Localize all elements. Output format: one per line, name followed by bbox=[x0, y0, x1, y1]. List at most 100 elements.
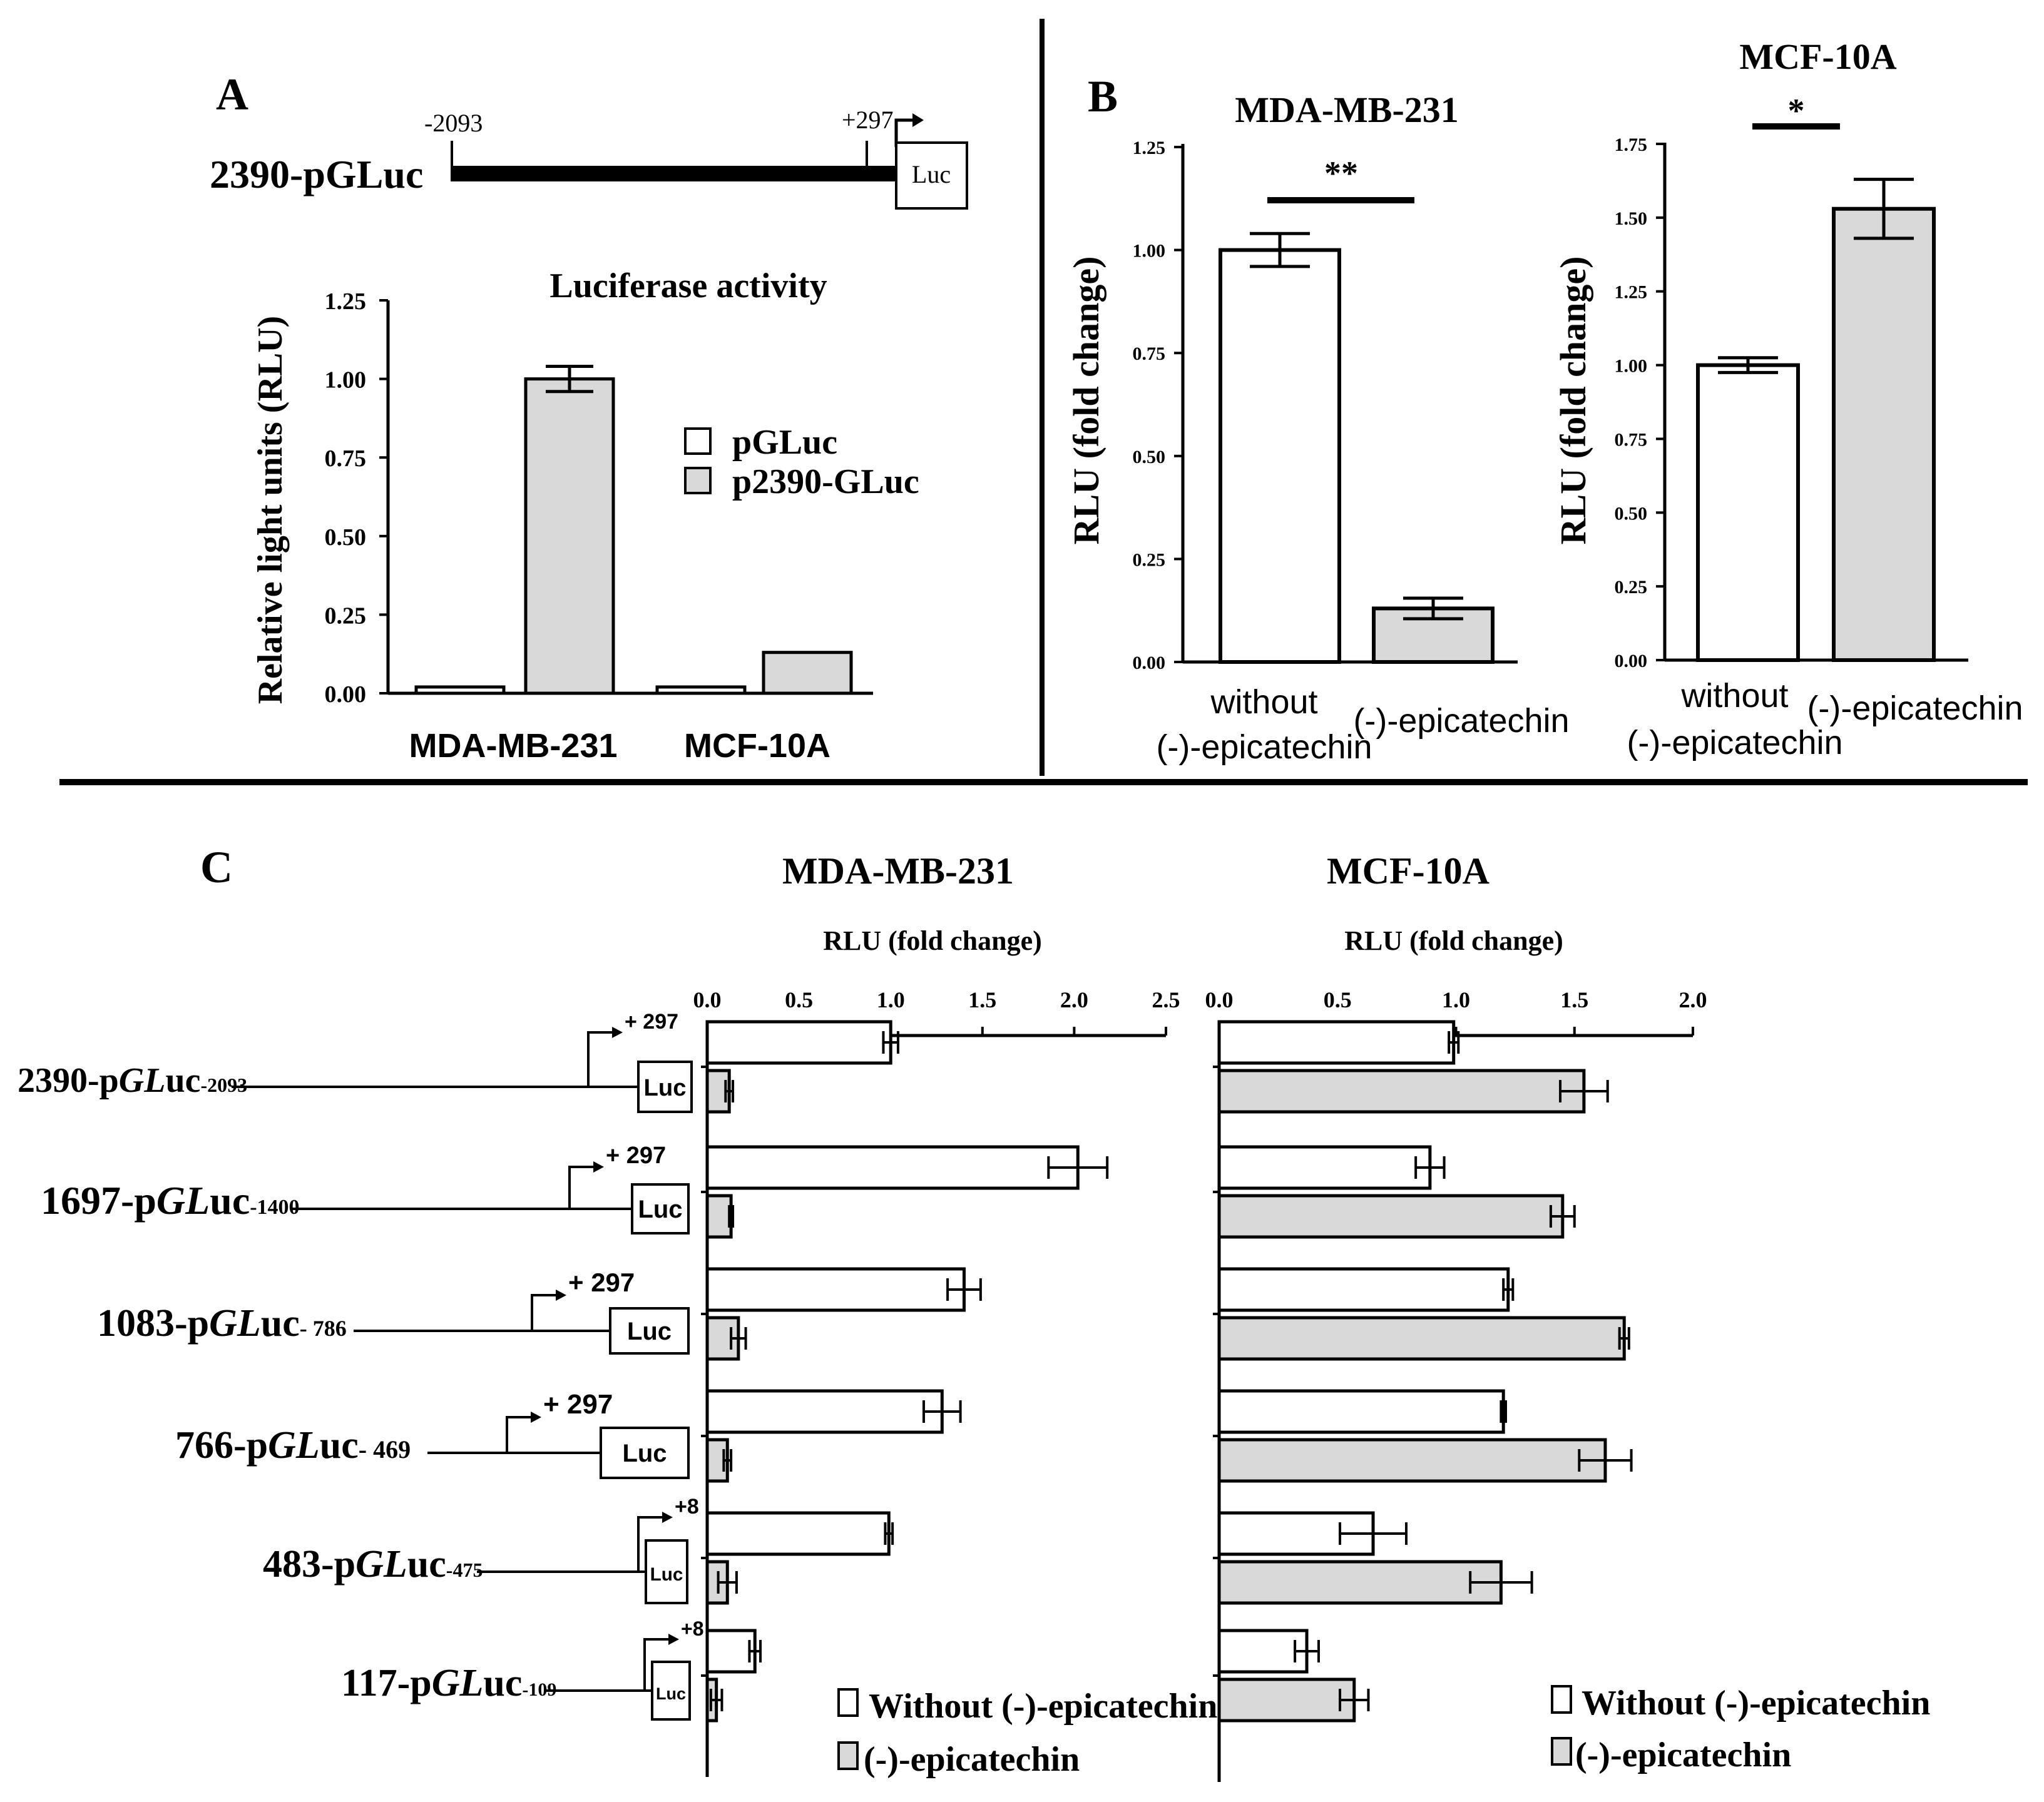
y-tick-label: 0.75 bbox=[325, 445, 367, 472]
tss-arrow-icon bbox=[568, 1166, 598, 1209]
tss-arrowhead-icon bbox=[612, 1027, 623, 1038]
panel-label-c: C bbox=[200, 842, 233, 892]
y-tick-label: 1.75 bbox=[1615, 135, 1648, 155]
category-label-mcf: MCF-10A bbox=[684, 727, 830, 765]
legend-swatch-epicatechin bbox=[837, 1741, 859, 1770]
x-tick-label: 1.5 bbox=[968, 987, 996, 1012]
bar-epicatechin bbox=[705, 1194, 733, 1239]
luc-box bbox=[600, 1427, 690, 1479]
category-label-without-line2: (-)-epicatechin bbox=[1627, 724, 1842, 761]
y-tick-label: 0.75 bbox=[1133, 344, 1166, 364]
tss-arrow-icon bbox=[643, 1638, 673, 1691]
y-axis-label: RLU (fold change) bbox=[1066, 257, 1106, 545]
significance-mark: * bbox=[1788, 92, 1805, 130]
category-label-without-line1: without bbox=[1210, 683, 1317, 721]
panel-label-a: A bbox=[216, 69, 248, 120]
y-tick-label: 1.00 bbox=[1615, 356, 1648, 377]
bar-pgluc bbox=[414, 685, 506, 695]
y-tick-label: 0.25 bbox=[1615, 577, 1648, 598]
tss-arrow-icon bbox=[531, 1294, 560, 1331]
panel-c-xlabel-mcf: RLU (fold change) bbox=[1344, 925, 1563, 956]
x-tick-label: 0.0 bbox=[693, 987, 722, 1012]
category-label-without-line1: without bbox=[1680, 677, 1788, 715]
tss-arrowhead-icon bbox=[593, 1161, 604, 1173]
bar bbox=[1219, 248, 1341, 664]
tss-label: + 297 bbox=[568, 1268, 635, 1297]
tss-label: + 297 bbox=[543, 1389, 613, 1420]
panel-c-legend-mda: Without (-)-epicatechin (-)-epicatechin bbox=[837, 1687, 1217, 1779]
bar-p2390-gluc bbox=[524, 377, 615, 695]
luc-box-label: Luc bbox=[643, 1074, 686, 1101]
panel-c-bars bbox=[705, 1020, 1633, 1723]
construct-name: 2390-pGLuc bbox=[210, 152, 423, 196]
x-tick-label: 1.0 bbox=[877, 987, 905, 1012]
y-ticks: 0.00 0.25 0.50 0.75 1.00 1.25 bbox=[325, 288, 388, 708]
bar-epicatechin bbox=[1217, 1194, 1565, 1239]
significance-mark: ** bbox=[1324, 155, 1358, 192]
tss-label: +8 bbox=[675, 1495, 699, 1519]
legend-label-epicatechin: (-)-epicatechin bbox=[864, 1740, 1080, 1779]
y-tick-label: 1.00 bbox=[1133, 241, 1166, 262]
legend-swatch-pgluc bbox=[684, 427, 712, 455]
tss-arrowhead-icon bbox=[662, 1512, 673, 1523]
luc-box bbox=[651, 1661, 691, 1721]
panel-c-xlabel-mda: RLU (fold change) bbox=[823, 925, 1042, 956]
legend-swatch-epicatechin bbox=[1551, 1737, 1572, 1766]
bar-without bbox=[705, 1629, 757, 1674]
y-tick-label: 1.25 bbox=[1133, 138, 1166, 158]
bar-epicatechin bbox=[1217, 1438, 1607, 1483]
bar-epicatechin bbox=[1217, 1316, 1626, 1361]
y-axis-label: Relative light units (RLU) bbox=[251, 316, 290, 705]
x-tick-label: 1.5 bbox=[1560, 987, 1588, 1012]
bar-without bbox=[705, 1267, 966, 1312]
x-tick-label: 0.5 bbox=[1324, 987, 1352, 1012]
y-tick-label: 0.25 bbox=[1133, 549, 1166, 570]
luc-box-label: Luc bbox=[650, 1564, 683, 1585]
chart-title: Luciferase activity bbox=[549, 267, 827, 305]
construct-label: 483-pGLuc-475 bbox=[263, 1543, 483, 1586]
bar-p2390-gluc bbox=[762, 651, 853, 695]
tss-arrow-icon bbox=[637, 1516, 667, 1572]
legend-label-epicatechin: (-)-epicatechin bbox=[1575, 1736, 1791, 1774]
panel-c-title-mcf: MCF-10A bbox=[1327, 850, 1490, 892]
luc-box-label: Luc bbox=[912, 160, 951, 188]
y-tick-label: 0.00 bbox=[1615, 651, 1648, 671]
tss-arrowhead-icon bbox=[912, 113, 924, 127]
luc-box bbox=[637, 1061, 693, 1113]
bar-without bbox=[705, 1145, 1080, 1190]
panel-b-right-chart: MCF-10A RLU (fold change) 0.000.250.500.… bbox=[1553, 36, 2023, 761]
x-tick-label: 2.0 bbox=[1060, 987, 1088, 1012]
bar-epicatechin bbox=[1217, 1560, 1503, 1605]
x-tick-label: 1.0 bbox=[1442, 987, 1470, 1012]
tss-label: + 297 bbox=[606, 1143, 666, 1169]
tss-label: + 297 bbox=[625, 1010, 678, 1034]
promoter-bar bbox=[451, 166, 896, 181]
legend-label-without: Without (-)-epicatechin bbox=[869, 1687, 1217, 1726]
legend-swatch-without bbox=[1551, 1685, 1572, 1714]
bar-without bbox=[1217, 1145, 1432, 1190]
x-tick-label: 2.5 bbox=[1152, 987, 1180, 1012]
x-tick-label: 2.0 bbox=[1679, 987, 1707, 1012]
tss-arrowhead-icon bbox=[668, 1634, 679, 1645]
construct-label: 1083-pGLuc- 786 bbox=[97, 1302, 347, 1345]
tss-arrow-icon bbox=[587, 1031, 616, 1087]
luc-box bbox=[645, 1539, 688, 1604]
legend: pGLuc p2390-GLuc bbox=[684, 423, 919, 501]
tss-arrow-icon bbox=[894, 118, 920, 147]
panel-b-left-chart: MDA-MB-231 RLU (fold change) 0.00 0.25 0.5… bbox=[1066, 89, 1570, 766]
category-label-mda: MDA-MB-231 bbox=[409, 727, 617, 765]
y-tick-label: 0.25 bbox=[325, 603, 367, 629]
bar-epicatechin bbox=[1217, 1069, 1586, 1114]
construct-start-label: -2093 bbox=[424, 109, 483, 137]
bar-without bbox=[1217, 1020, 1456, 1065]
y-tick-label: 1.50 bbox=[1615, 208, 1648, 229]
luc-box bbox=[609, 1307, 690, 1355]
construct-label: 1697-pGLuc-1400 bbox=[41, 1178, 300, 1223]
y-tick-label: 0.50 bbox=[1615, 503, 1648, 524]
y-tick-label: 0.00 bbox=[325, 681, 367, 708]
y-ticks: 0.00 0.25 0.50 0.75 1.00 1.25 bbox=[1133, 138, 1183, 673]
panel-label-b: B bbox=[1088, 71, 1118, 121]
bar-without bbox=[1217, 1629, 1309, 1674]
construct-end-label: +297 bbox=[842, 106, 894, 134]
